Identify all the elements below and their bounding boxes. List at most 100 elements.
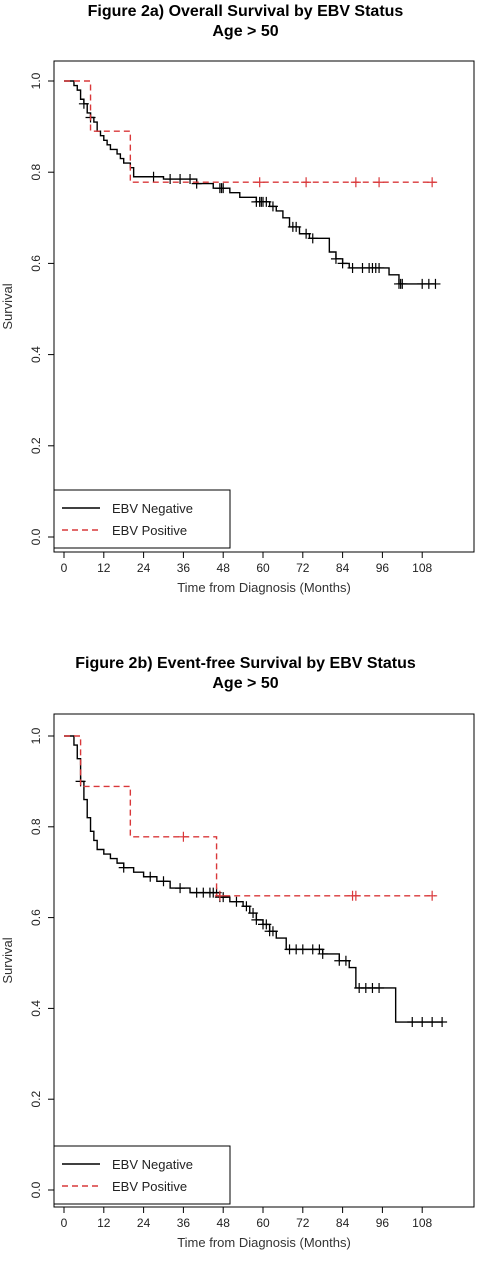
censor-mark-ebv-negative bbox=[317, 948, 328, 959]
series-line-ebv-positive bbox=[64, 735, 436, 897]
censor-mark-ebv-negative bbox=[185, 174, 196, 185]
chart-title-line1: Figure 2b) Event-free Survival by EBV St… bbox=[75, 655, 416, 672]
censor-mark-ebv-negative bbox=[175, 174, 186, 185]
y-tick-label: 0.4 bbox=[29, 346, 43, 363]
x-tick-label: 108 bbox=[412, 1216, 432, 1230]
censor-mark-ebv-negative bbox=[347, 262, 358, 273]
x-axis-label: Time from Diagnosis (Months) bbox=[177, 1235, 351, 1250]
y-axis-label: Survival bbox=[0, 937, 15, 983]
x-tick-label: 36 bbox=[177, 561, 191, 575]
x-tick-label: 12 bbox=[97, 561, 111, 575]
y-tick-label: 0.2 bbox=[29, 437, 43, 454]
censor-mark-ebv-negative bbox=[330, 253, 341, 264]
legend-label: EBV Negative bbox=[112, 1157, 193, 1172]
censor-mark-ebv-negative bbox=[427, 1017, 438, 1028]
x-tick-label: 12 bbox=[97, 1216, 111, 1230]
x-tick-label: 48 bbox=[217, 1216, 231, 1230]
censor-mark-ebv-negative bbox=[248, 908, 259, 919]
y-tick-label: 0.0 bbox=[29, 1181, 43, 1198]
censor-mark-ebv-positive bbox=[350, 890, 361, 901]
censor-mark-ebv-negative bbox=[374, 262, 385, 273]
x-tick-label: 36 bbox=[177, 1216, 191, 1230]
censor-mark-ebv-negative bbox=[191, 178, 202, 189]
censor-mark-ebv-negative bbox=[337, 258, 348, 269]
survival-plot-b: 0 12 24 36 48 60 72 84 96 108 0.0 0.2 0.4 0.6 0.8 1.0 Ti… bbox=[0, 713, 475, 1250]
censor-mark-ebv-negative bbox=[297, 944, 308, 955]
chart-panel-a: Figure 2a) Overall Survival by EBV Statu… bbox=[0, 3, 475, 595]
x-tick-label: 48 bbox=[217, 561, 231, 575]
x-tick-label: 60 bbox=[256, 1216, 270, 1230]
censor-mark-ebv-positive bbox=[427, 177, 438, 188]
y-tick-label: 1.0 bbox=[29, 72, 43, 89]
censor-mark-ebv-negative bbox=[251, 914, 262, 925]
x-tick-label: 60 bbox=[256, 561, 270, 575]
censor-mark-ebv-negative bbox=[261, 196, 272, 207]
series-line-ebv-positive bbox=[64, 80, 436, 183]
x-tick-label: 84 bbox=[336, 561, 350, 575]
censor-mark-ebv-positive bbox=[301, 177, 312, 188]
censor-mark-ebv-negative bbox=[267, 201, 278, 212]
censor-mark-ebv-negative bbox=[175, 883, 186, 894]
x-tick-label: 24 bbox=[137, 561, 151, 575]
censor-mark-ebv-negative bbox=[241, 901, 252, 912]
censor-mark-ebv-negative bbox=[118, 862, 129, 873]
censor-mark-ebv-negative bbox=[145, 871, 156, 882]
censor-mark-ebv-negative bbox=[437, 1017, 448, 1028]
censor-mark-ebv-negative bbox=[165, 174, 176, 185]
x-tick-label: 24 bbox=[137, 1216, 151, 1230]
y-tick-label: 0.8 bbox=[29, 164, 43, 181]
plot-frame bbox=[53, 60, 475, 553]
censor-mark-ebv-negative bbox=[148, 171, 159, 182]
y-tick-label: 0.2 bbox=[29, 1091, 43, 1108]
censor-mark-ebv-negative bbox=[231, 896, 242, 907]
censor-mark-ebv-negative bbox=[78, 98, 89, 109]
series-line-ebv-negative bbox=[64, 735, 443, 1023]
y-tick-label: 0.8 bbox=[29, 818, 43, 835]
censor-mark-ebv-negative bbox=[397, 278, 408, 289]
legend-label: EBV Negative bbox=[112, 501, 193, 516]
x-tick-label: 72 bbox=[296, 1216, 310, 1230]
legend-label: EBV Positive bbox=[112, 523, 187, 538]
censor-mark-ebv-positive bbox=[427, 890, 438, 901]
censor-mark-ebv-negative bbox=[158, 876, 169, 887]
censor-mark-ebv-positive bbox=[214, 890, 225, 901]
censor-mark-ebv-negative bbox=[407, 1017, 418, 1028]
censor-mark-ebv-negative bbox=[261, 919, 272, 930]
x-tick-label: 0 bbox=[61, 561, 68, 575]
y-axis-label: Survival bbox=[0, 283, 15, 329]
legend-box bbox=[53, 1145, 231, 1205]
censor-mark-ebv-negative bbox=[417, 1017, 428, 1028]
chart-title-line2: Age > 50 bbox=[212, 23, 279, 40]
x-tick-label: 0 bbox=[61, 1216, 68, 1230]
y-tick-label: 0.4 bbox=[29, 1000, 43, 1017]
x-tick-label: 108 bbox=[412, 561, 432, 575]
y-tick-label: 0.6 bbox=[29, 255, 43, 272]
legend-box bbox=[53, 489, 231, 549]
x-tick-label: 96 bbox=[376, 1216, 390, 1230]
chart-panel-b: Figure 2b) Event-free Survival by EBV St… bbox=[0, 640, 491, 1280]
plot-frame bbox=[53, 713, 475, 1208]
censor-mark-ebv-negative bbox=[340, 955, 351, 966]
x-axis-label: Time from Diagnosis (Months) bbox=[177, 580, 351, 595]
censor-mark-ebv-positive bbox=[178, 831, 189, 842]
y-tick-label: 1.0 bbox=[29, 727, 43, 744]
x-tick-label: 72 bbox=[296, 561, 310, 575]
censor-mark-ebv-negative bbox=[307, 233, 318, 244]
chart-title-line1: Figure 2a) Overall Survival by EBV Statu… bbox=[87, 3, 404, 20]
censor-mark-ebv-negative bbox=[301, 228, 312, 239]
censor-mark-ebv-positive bbox=[254, 177, 265, 188]
censor-mark-ebv-negative bbox=[374, 982, 385, 993]
chart-title-line2: Age > 50 bbox=[212, 675, 279, 692]
censor-mark-ebv-negative bbox=[267, 926, 278, 937]
y-tick-label: 0.6 bbox=[29, 909, 43, 926]
y-tick-label: 0.0 bbox=[29, 528, 43, 545]
x-tick-label: 96 bbox=[376, 561, 390, 575]
censor-mark-ebv-positive bbox=[374, 177, 385, 188]
survival-plot-a: 0 12 24 36 48 60 72 84 96 108 0.0 0.2 0.4 0.6 0.8 1.0 Ti… bbox=[0, 60, 475, 595]
censor-mark-ebv-negative bbox=[291, 221, 302, 232]
x-tick-label: 84 bbox=[336, 1216, 350, 1230]
censor-mark-ebv-positive bbox=[350, 177, 361, 188]
censor-mark-ebv-negative bbox=[430, 278, 441, 289]
censor-mark-ebv-negative bbox=[218, 183, 229, 194]
legend-label: EBV Positive bbox=[112, 1179, 187, 1194]
